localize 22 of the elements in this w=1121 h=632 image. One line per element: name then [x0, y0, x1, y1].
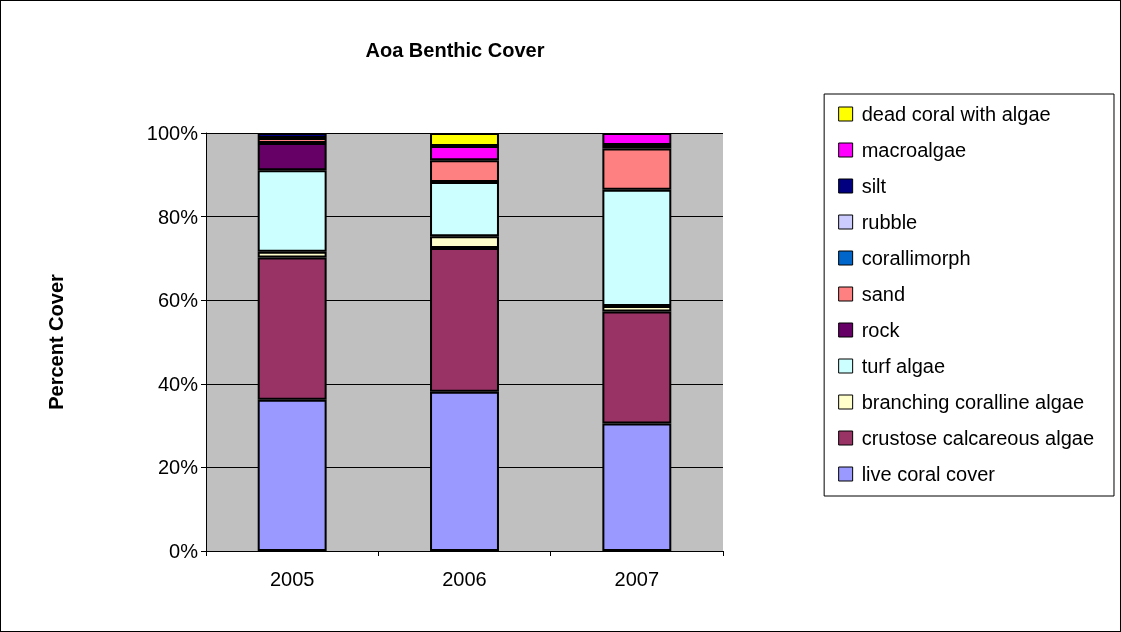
y-tick-label: 80% — [157, 205, 199, 228]
y-tick-label: 0% — [169, 540, 199, 562]
x-tick-label: 2006 — [442, 568, 487, 590]
legend-label: crustose calcareous algae — [861, 427, 1095, 449]
legend-label: rock — [861, 319, 901, 341]
y-tick-label: 60% — [157, 289, 199, 312]
legend-label: dead coral with algae — [861, 103, 1051, 125]
legend-label: corallimorph — [861, 247, 971, 269]
legend-label: macroalgae — [861, 139, 967, 161]
legend-label: branching coralline algae — [861, 391, 1085, 413]
x-tick-label: 2007 — [614, 568, 660, 590]
y-tick-label: 40% — [157, 372, 199, 395]
y-axis-title: Percent Cover — [45, 273, 67, 410]
chart-title: Aoa Benthic Cover — [365, 39, 545, 61]
y-tick-label: 100% — [146, 122, 199, 144]
legend-label: rubble — [861, 211, 918, 233]
legend-label: silt — [861, 175, 887, 197]
legend-label: turf algae — [861, 355, 946, 377]
y-tick-label: 20% — [157, 456, 199, 479]
legend-label: sand — [861, 283, 906, 305]
x-tick-label: 2005 — [269, 568, 315, 590]
legend-label: live coral cover — [861, 463, 996, 485]
